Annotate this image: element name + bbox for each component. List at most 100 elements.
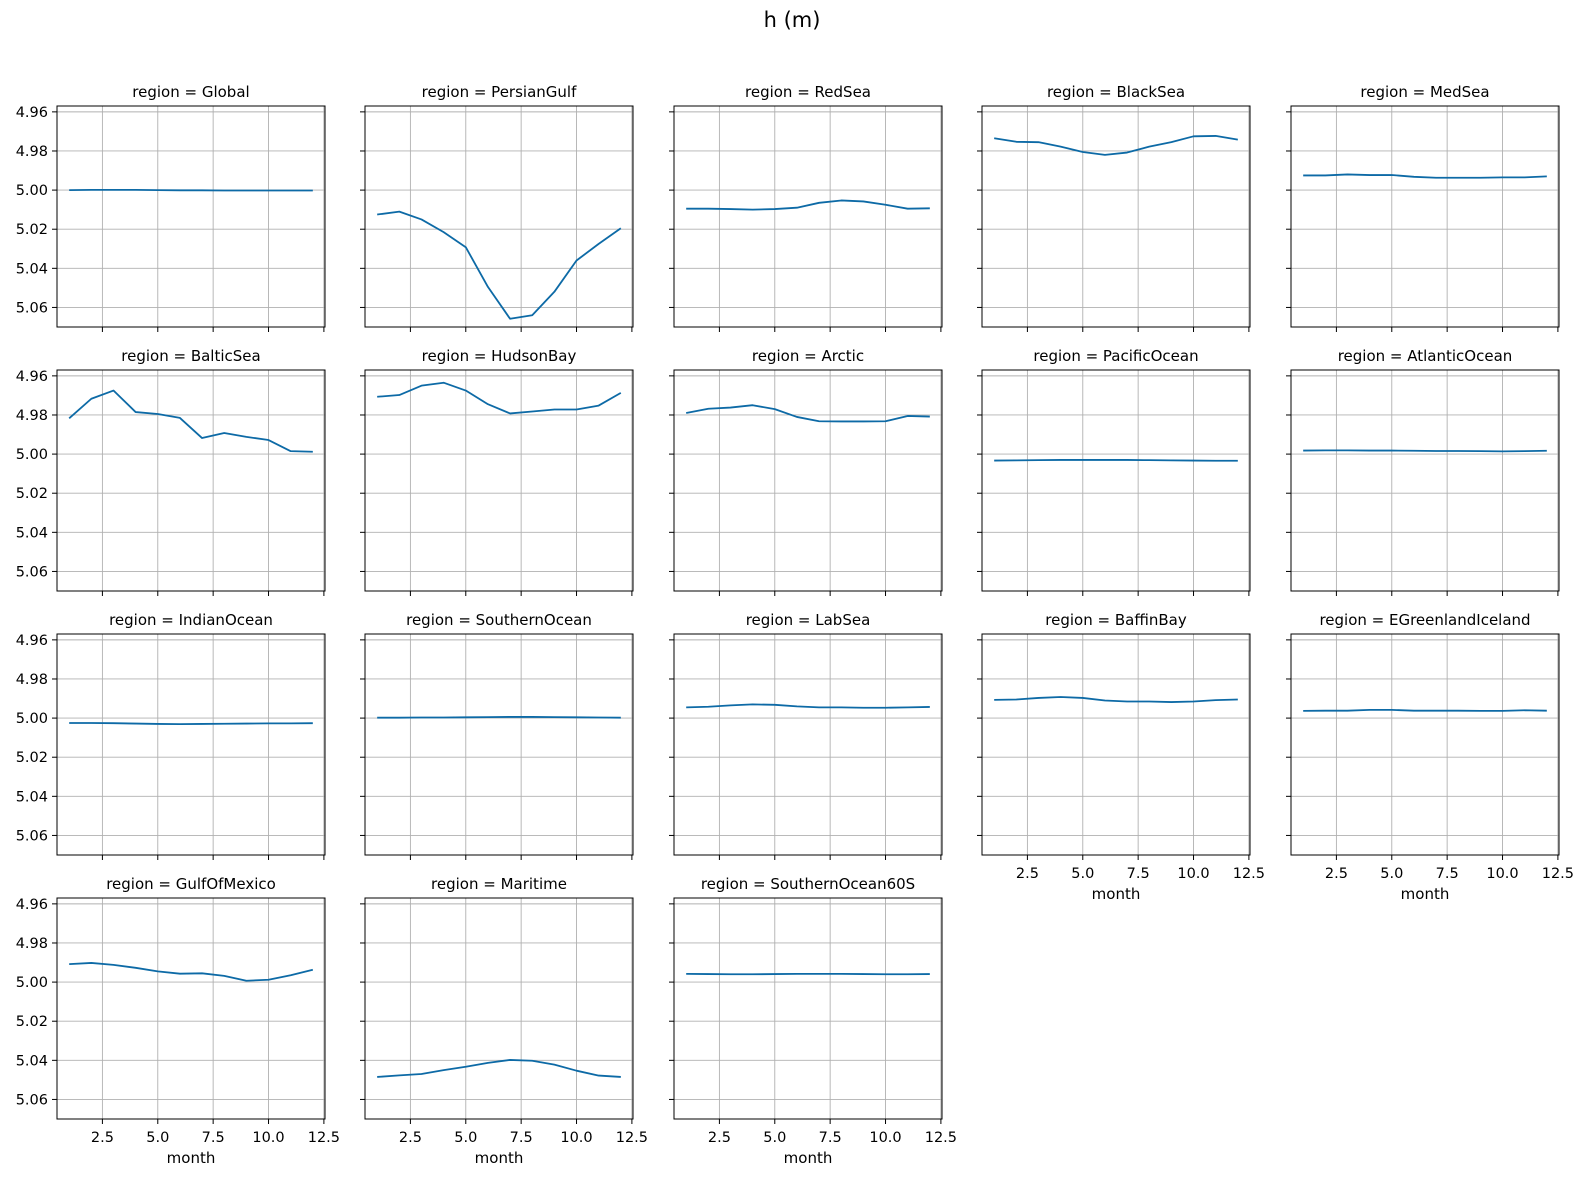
facet-title: region = Maritime [431, 875, 567, 893]
y-tick-label: 5.00 [16, 447, 48, 463]
panel-frame [364, 633, 634, 856]
facet-panel-AtlanticOcean: region = AtlanticOcean [1286, 347, 1560, 596]
series-line-PersianGulf [377, 210, 622, 320]
facet-panel-Global: 4.96 4.98 5.00 5.02 5.04 5.06 region = Global [16, 83, 326, 332]
series-line-BaffinBay [994, 696, 1238, 703]
y-tick-label: 5.06 [16, 300, 48, 316]
series-line-AtlanticOcean [1303, 449, 1547, 453]
facet-panel-PacificOcean: region = PacificOcean [977, 347, 1251, 596]
facet-panel-Arctic: region = Arctic [669, 347, 943, 596]
panel-background [1291, 370, 1559, 591]
x-axis-label: month [784, 1149, 833, 1167]
x-axis-label: month [167, 1149, 216, 1167]
x-tick-label: 12.5 [1233, 866, 1265, 882]
y-tick-label: 4.98 [16, 144, 48, 160]
facet-title: region = Global [132, 83, 249, 101]
y-tick-label: 4.96 [16, 369, 48, 385]
x-tick-label: 10.0 [252, 1130, 284, 1146]
y-tick-label: 5.06 [16, 564, 48, 580]
panel-background [365, 370, 633, 591]
panel-frame [1290, 633, 1560, 856]
panel-background [365, 634, 633, 855]
facet-panel-BaffinBay: 2.5 5.0 7.5 10.0 12.5 region = BaffinBay month [977, 611, 1265, 903]
panel-frame [364, 897, 634, 1120]
facet-title: region = LabSea [746, 611, 871, 629]
x-axis-label: month [475, 1149, 524, 1167]
facet-title: region = IndianOcean [109, 611, 273, 629]
y-tick-label: 5.00 [16, 183, 48, 199]
facet-panel-EGreenlandIceland: 2.5 5.0 7.5 10.0 12.5 region = EGreenlandIcel… [1286, 611, 1574, 903]
y-tick-label: 5.02 [16, 486, 48, 502]
y-tick-label: 4.98 [16, 408, 48, 424]
panel-background [1291, 634, 1559, 855]
x-tick-label: 7.5 [202, 1130, 225, 1146]
facet-title: region = RedSea [745, 83, 871, 101]
figure-title: h (m) [764, 8, 821, 32]
facet-title: region = PacificOcean [1033, 347, 1198, 365]
x-tick-label: 2.5 [1016, 866, 1039, 882]
x-tick-label: 5.0 [1071, 866, 1094, 882]
panel-frame [1290, 105, 1560, 328]
facet-panel-SouthernOcean: region = SouthernOcean [360, 611, 634, 860]
y-tick-label: 5.02 [16, 750, 48, 766]
facet-title: region = HudsonBay [422, 347, 577, 365]
facet-panel-BalticSea: 4.96 4.98 5.00 5.02 5.04 5.06 region = BalticS… [16, 347, 326, 596]
panel-frame [673, 633, 943, 856]
facet-title: region = BlackSea [1047, 83, 1185, 101]
x-tick-label: 12.5 [1542, 866, 1574, 882]
x-tick-label: 7.5 [819, 1130, 842, 1146]
facet-panel-LabSea: region = LabSea [669, 611, 943, 860]
series-line-BlackSea [994, 135, 1238, 156]
panel-background [57, 634, 325, 855]
facet-panel-BlackSea: region = BlackSea [977, 83, 1251, 332]
panel-background [674, 370, 942, 591]
x-tick-label: 7.5 [510, 1130, 533, 1146]
series-line-EGreenlandIceland [1303, 708, 1547, 712]
x-tick-label: 12.5 [308, 1130, 340, 1146]
y-tick-label: 5.04 [16, 789, 48, 805]
y-tick-label: 5.02 [16, 1014, 48, 1030]
facet-panel-IndianOcean: 4.96 4.98 5.00 5.02 5.04 5.06 region = IndianO… [16, 611, 326, 860]
y-tick-label: 4.96 [16, 105, 48, 121]
x-tick-label: 7.5 [1436, 866, 1459, 882]
y-tick-label: 4.96 [16, 897, 48, 913]
facet-panels: 4.96 4.98 5.00 5.02 5.04 5.06 region = Global r… [16, 83, 1574, 1167]
x-tick-label: 10.0 [1486, 866, 1518, 882]
facet-panel-HudsonBay: region = HudsonBay [360, 347, 634, 596]
facet-title: region = BaffinBay [1045, 611, 1187, 629]
x-axis-label: month [1092, 885, 1141, 903]
x-tick-label: 5.0 [763, 1130, 786, 1146]
panel-frame [56, 633, 326, 856]
y-tick-label: 5.04 [16, 1053, 48, 1069]
panel-background [365, 898, 633, 1119]
y-tick-label: 5.02 [16, 222, 48, 238]
panel-background [982, 370, 1250, 591]
facet-title: region = MedSea [1360, 83, 1489, 101]
x-axis-label: month [1401, 885, 1450, 903]
series-line-HudsonBay [377, 381, 622, 415]
y-tick-label: 4.96 [16, 633, 48, 649]
panel-background [674, 106, 942, 327]
x-tick-label: 7.5 [1127, 866, 1150, 882]
facet-title: region = SouthernOcean [406, 611, 592, 629]
panel-background [674, 634, 942, 855]
panel-frame [364, 105, 634, 328]
series-line-PacificOcean [994, 459, 1238, 462]
facet-title: region = EGreenlandIceland [1319, 611, 1530, 629]
series-line-SouthernOcean [377, 716, 621, 719]
facet-title: region = Arctic [752, 347, 864, 365]
panel-background [57, 898, 325, 1119]
y-tick-label: 5.00 [16, 711, 48, 727]
x-tick-label: 2.5 [708, 1130, 731, 1146]
facet-title: region = GulfOfMexico [106, 875, 276, 893]
facet-title: region = BalticSea [121, 347, 260, 365]
y-tick-label: 5.06 [16, 828, 48, 844]
panel-background [57, 106, 325, 327]
panel-frame [56, 369, 326, 592]
y-tick-label: 5.06 [16, 1092, 48, 1108]
panel-frame [56, 897, 326, 1120]
panel-frame [673, 369, 943, 592]
y-tick-label: 5.00 [16, 975, 48, 991]
x-tick-label: 2.5 [91, 1130, 114, 1146]
x-tick-label: 10.0 [869, 1130, 901, 1146]
